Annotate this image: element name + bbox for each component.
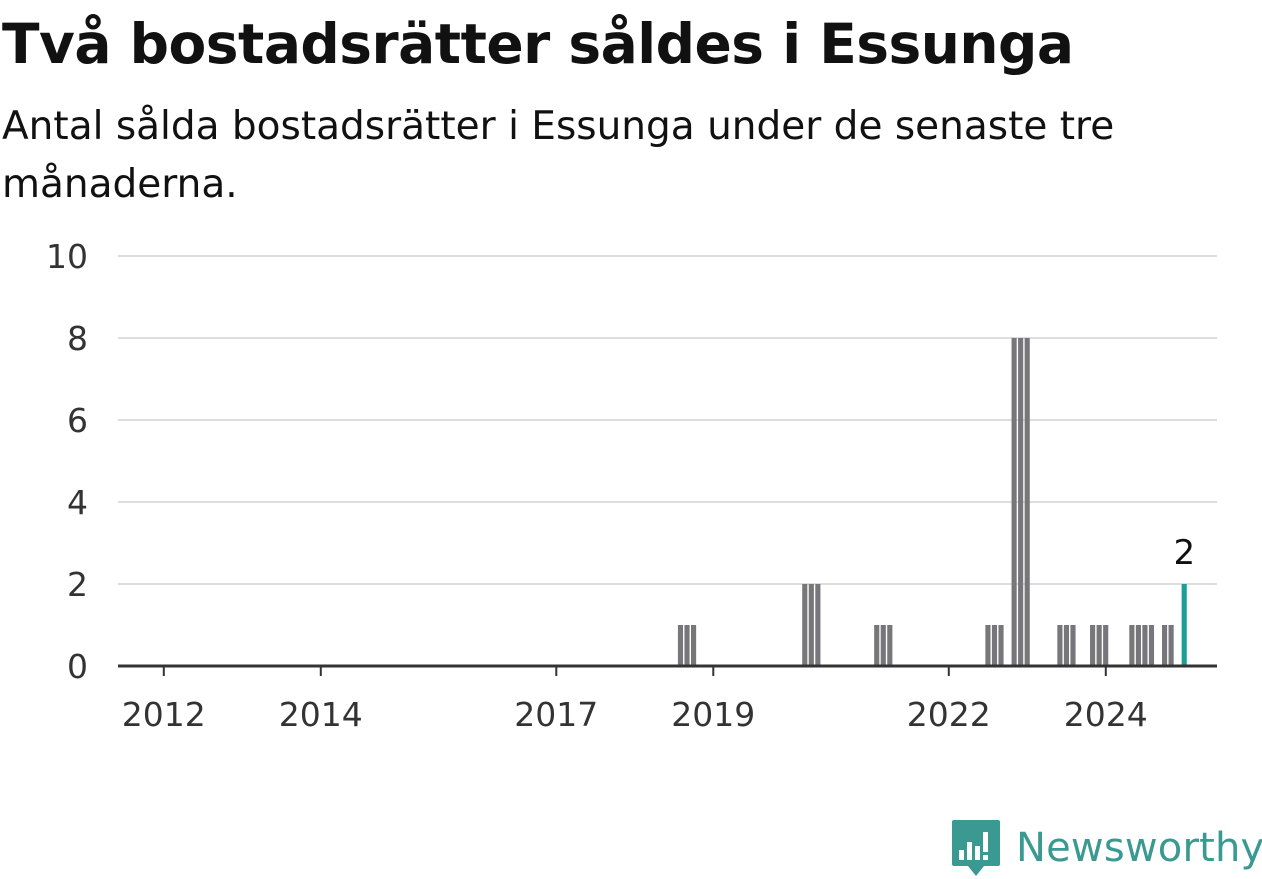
bar xyxy=(1011,338,1017,666)
bars xyxy=(677,338,1187,666)
y-tick-label: 2 xyxy=(67,565,88,604)
x-tick-label: 2012 xyxy=(122,695,206,734)
bar xyxy=(684,625,690,666)
y-tick-label: 8 xyxy=(67,319,88,358)
bar xyxy=(1057,625,1063,666)
bar xyxy=(1129,625,1135,666)
y-tick-label: 4 xyxy=(67,483,88,522)
bar xyxy=(1168,625,1174,666)
newsworthy-logo-icon xyxy=(952,820,1000,876)
labels: 0 2 4 6 8 10 2012 2014 2017 2019 2022 2024 2 xyxy=(46,237,1195,734)
grid-lines xyxy=(118,255,1217,585)
bar xyxy=(985,625,991,666)
bar xyxy=(1103,625,1109,666)
bar xyxy=(1090,625,1096,666)
bar xyxy=(887,625,893,666)
y-tick-label: 10 xyxy=(46,237,88,276)
bar xyxy=(991,625,998,666)
bar xyxy=(1148,625,1155,666)
bar xyxy=(998,625,1004,666)
chart-subtitle: Antal sålda bostadsrätter i Essunga unde… xyxy=(2,104,1115,207)
chart-title: Två bostadsrätter såldes i Essunga xyxy=(2,12,1074,76)
bar xyxy=(880,625,886,666)
bar xyxy=(874,625,880,666)
brand-name: Newsworthy xyxy=(1016,825,1262,871)
bar xyxy=(1096,625,1102,666)
bar xyxy=(1142,625,1148,666)
bar-highlight xyxy=(1181,584,1187,666)
x-tick-label: 2019 xyxy=(671,695,755,734)
bar xyxy=(1018,338,1024,666)
bar xyxy=(677,625,684,666)
y-tick-label: 6 xyxy=(67,401,88,440)
x-tick-label: 2024 xyxy=(1064,695,1148,734)
bar xyxy=(1024,338,1030,666)
bar xyxy=(1070,625,1076,666)
bar xyxy=(1161,625,1168,666)
data-label: 2 xyxy=(1173,533,1195,573)
bar-chart: 0 2 4 6 8 10 2012 2014 2017 2019 2022 2024 2 xyxy=(46,237,1217,734)
brand-logo: Newsworthy xyxy=(950,817,1262,879)
bar xyxy=(690,625,697,666)
bar xyxy=(1063,625,1070,666)
bar xyxy=(815,584,821,666)
bar xyxy=(802,584,808,666)
bar xyxy=(808,584,814,666)
bar xyxy=(1135,625,1141,666)
x-tick-label: 2022 xyxy=(907,695,991,734)
axes xyxy=(118,664,1217,676)
x-tick-label: 2017 xyxy=(514,695,598,734)
y-tick-label: 0 xyxy=(67,647,88,686)
x-tick-label: 2014 xyxy=(279,695,363,734)
